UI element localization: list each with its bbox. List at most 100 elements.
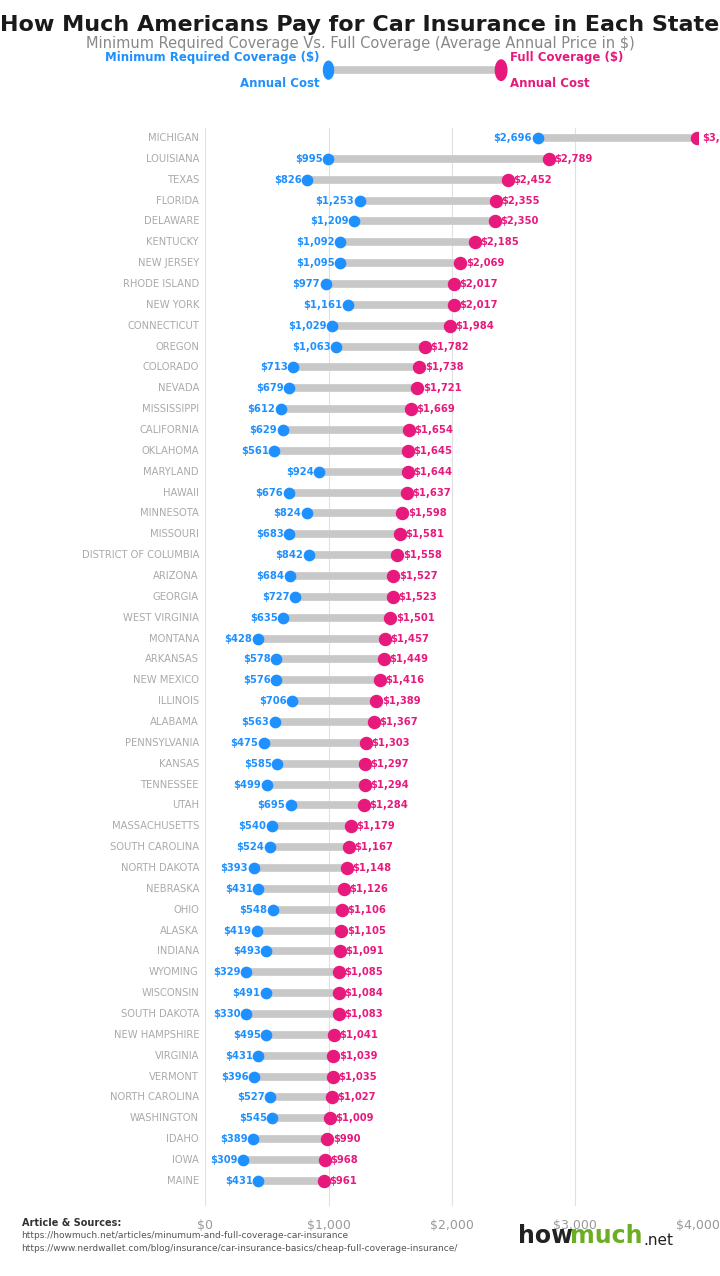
Point bbox=[334, 232, 346, 253]
Text: NEW HAMPSHIRE: NEW HAMPSHIRE bbox=[114, 1030, 199, 1040]
Text: $540: $540 bbox=[238, 822, 266, 831]
Point bbox=[264, 837, 276, 857]
Text: ALASKA: ALASKA bbox=[160, 925, 199, 935]
Text: $330: $330 bbox=[213, 1009, 240, 1020]
Text: How Much Americans Pay for Car Insurance in Each State: How Much Americans Pay for Car Insurance… bbox=[1, 15, 719, 36]
Text: KANSAS: KANSAS bbox=[159, 759, 199, 768]
Point bbox=[338, 879, 350, 900]
Text: $1,303: $1,303 bbox=[372, 738, 410, 748]
Text: MASSACHUSETTS: MASSACHUSETTS bbox=[112, 822, 199, 831]
Text: $968: $968 bbox=[330, 1155, 358, 1165]
Text: $1,782: $1,782 bbox=[431, 342, 469, 352]
Text: $419: $419 bbox=[223, 925, 251, 935]
Text: ALABAMA: ALABAMA bbox=[150, 717, 199, 727]
Point bbox=[401, 482, 413, 503]
Point bbox=[271, 670, 282, 690]
Point bbox=[378, 649, 390, 670]
Text: $1,416: $1,416 bbox=[385, 675, 425, 685]
Text: MAINE: MAINE bbox=[167, 1175, 199, 1185]
Point bbox=[371, 690, 382, 711]
Text: $1,654: $1,654 bbox=[415, 425, 454, 435]
Text: KENTUCKY: KENTUCKY bbox=[146, 237, 199, 248]
Text: $1,523: $1,523 bbox=[399, 592, 437, 602]
Text: $1,148: $1,148 bbox=[352, 863, 392, 873]
Point bbox=[335, 253, 346, 273]
Text: $995: $995 bbox=[294, 154, 323, 163]
Text: $1,457: $1,457 bbox=[390, 634, 429, 643]
Text: $1,527: $1,527 bbox=[399, 570, 438, 581]
Point bbox=[490, 190, 501, 211]
Text: $629: $629 bbox=[250, 425, 277, 435]
Text: $1,645: $1,645 bbox=[413, 445, 453, 456]
Text: COLORADO: COLORADO bbox=[143, 362, 199, 373]
Text: $1,389: $1,389 bbox=[382, 697, 420, 706]
Point bbox=[303, 545, 315, 565]
Text: $2,452: $2,452 bbox=[513, 175, 552, 185]
Text: $431: $431 bbox=[225, 884, 253, 893]
Text: CONNECTICUT: CONNECTICUT bbox=[127, 320, 199, 330]
Point bbox=[285, 795, 297, 815]
Text: $1,449: $1,449 bbox=[390, 655, 428, 665]
Text: $545: $545 bbox=[239, 1113, 267, 1123]
Text: TEXAS: TEXAS bbox=[167, 175, 199, 185]
Point bbox=[392, 545, 403, 565]
Text: ARIZONA: ARIZONA bbox=[153, 570, 199, 581]
Point bbox=[343, 295, 354, 315]
Point bbox=[330, 337, 342, 357]
Text: $2,355: $2,355 bbox=[501, 195, 539, 205]
Point bbox=[269, 440, 280, 461]
Text: NORTH DAKOTA: NORTH DAKOTA bbox=[121, 863, 199, 873]
Text: $2,350: $2,350 bbox=[500, 217, 539, 226]
Text: PENNSYLVANIA: PENNSYLVANIA bbox=[125, 738, 199, 748]
Text: NORTH CAROLINA: NORTH CAROLINA bbox=[110, 1092, 199, 1102]
Point bbox=[283, 378, 294, 398]
Text: MARYLAND: MARYLAND bbox=[143, 467, 199, 477]
Text: NEBRASKA: NEBRASKA bbox=[145, 884, 199, 893]
Text: $2,789: $2,789 bbox=[554, 154, 593, 163]
Text: much: much bbox=[570, 1224, 643, 1248]
Text: UTAH: UTAH bbox=[172, 800, 199, 810]
Text: $1,091: $1,091 bbox=[346, 947, 384, 957]
Text: $524: $524 bbox=[236, 842, 264, 852]
Text: $1,027: $1,027 bbox=[338, 1092, 376, 1102]
Point bbox=[320, 274, 331, 295]
Text: $695: $695 bbox=[258, 800, 285, 810]
Text: $826: $826 bbox=[274, 175, 302, 185]
Point bbox=[253, 1045, 264, 1065]
Text: $527: $527 bbox=[237, 1092, 265, 1102]
Text: $676: $676 bbox=[256, 487, 283, 498]
Point bbox=[368, 712, 379, 732]
Text: WASHINGTON: WASHINGTON bbox=[130, 1113, 199, 1123]
Point bbox=[359, 754, 371, 775]
Point bbox=[336, 900, 347, 920]
Text: $3,986: $3,986 bbox=[702, 133, 720, 143]
Text: $491: $491 bbox=[232, 988, 260, 998]
Text: https://howmuch.net/articles/minumum-and-full-coverage-car-insurance: https://howmuch.net/articles/minumum-and… bbox=[22, 1231, 348, 1240]
Point bbox=[284, 524, 295, 545]
Point bbox=[260, 942, 271, 962]
Point bbox=[251, 920, 263, 940]
Text: how: how bbox=[518, 1224, 573, 1248]
Text: CALIFORNIA: CALIFORNIA bbox=[139, 425, 199, 435]
Text: $1,126: $1,126 bbox=[350, 884, 389, 893]
Text: $1,558: $1,558 bbox=[403, 550, 442, 560]
Text: $1,083: $1,083 bbox=[344, 1009, 383, 1020]
Text: $2,696: $2,696 bbox=[494, 133, 532, 143]
Point bbox=[343, 837, 355, 857]
Text: $2,185: $2,185 bbox=[480, 237, 519, 248]
Text: $1,294: $1,294 bbox=[370, 780, 409, 790]
Point bbox=[238, 1150, 249, 1170]
Point bbox=[544, 149, 555, 170]
Point bbox=[358, 795, 369, 815]
Text: VIRGINIA: VIRGINIA bbox=[155, 1050, 199, 1060]
Text: WEST VIRGINIA: WEST VIRGINIA bbox=[123, 612, 199, 623]
Text: $499: $499 bbox=[233, 780, 261, 790]
Point bbox=[284, 565, 295, 586]
Point bbox=[326, 1087, 338, 1108]
Point bbox=[691, 128, 703, 148]
Point bbox=[252, 628, 264, 648]
Text: RHODE ISLAND: RHODE ISLAND bbox=[123, 279, 199, 290]
Text: $1,029: $1,029 bbox=[288, 320, 327, 330]
Text: SOUTH CAROLINA: SOUTH CAROLINA bbox=[110, 842, 199, 852]
Point bbox=[405, 399, 417, 420]
